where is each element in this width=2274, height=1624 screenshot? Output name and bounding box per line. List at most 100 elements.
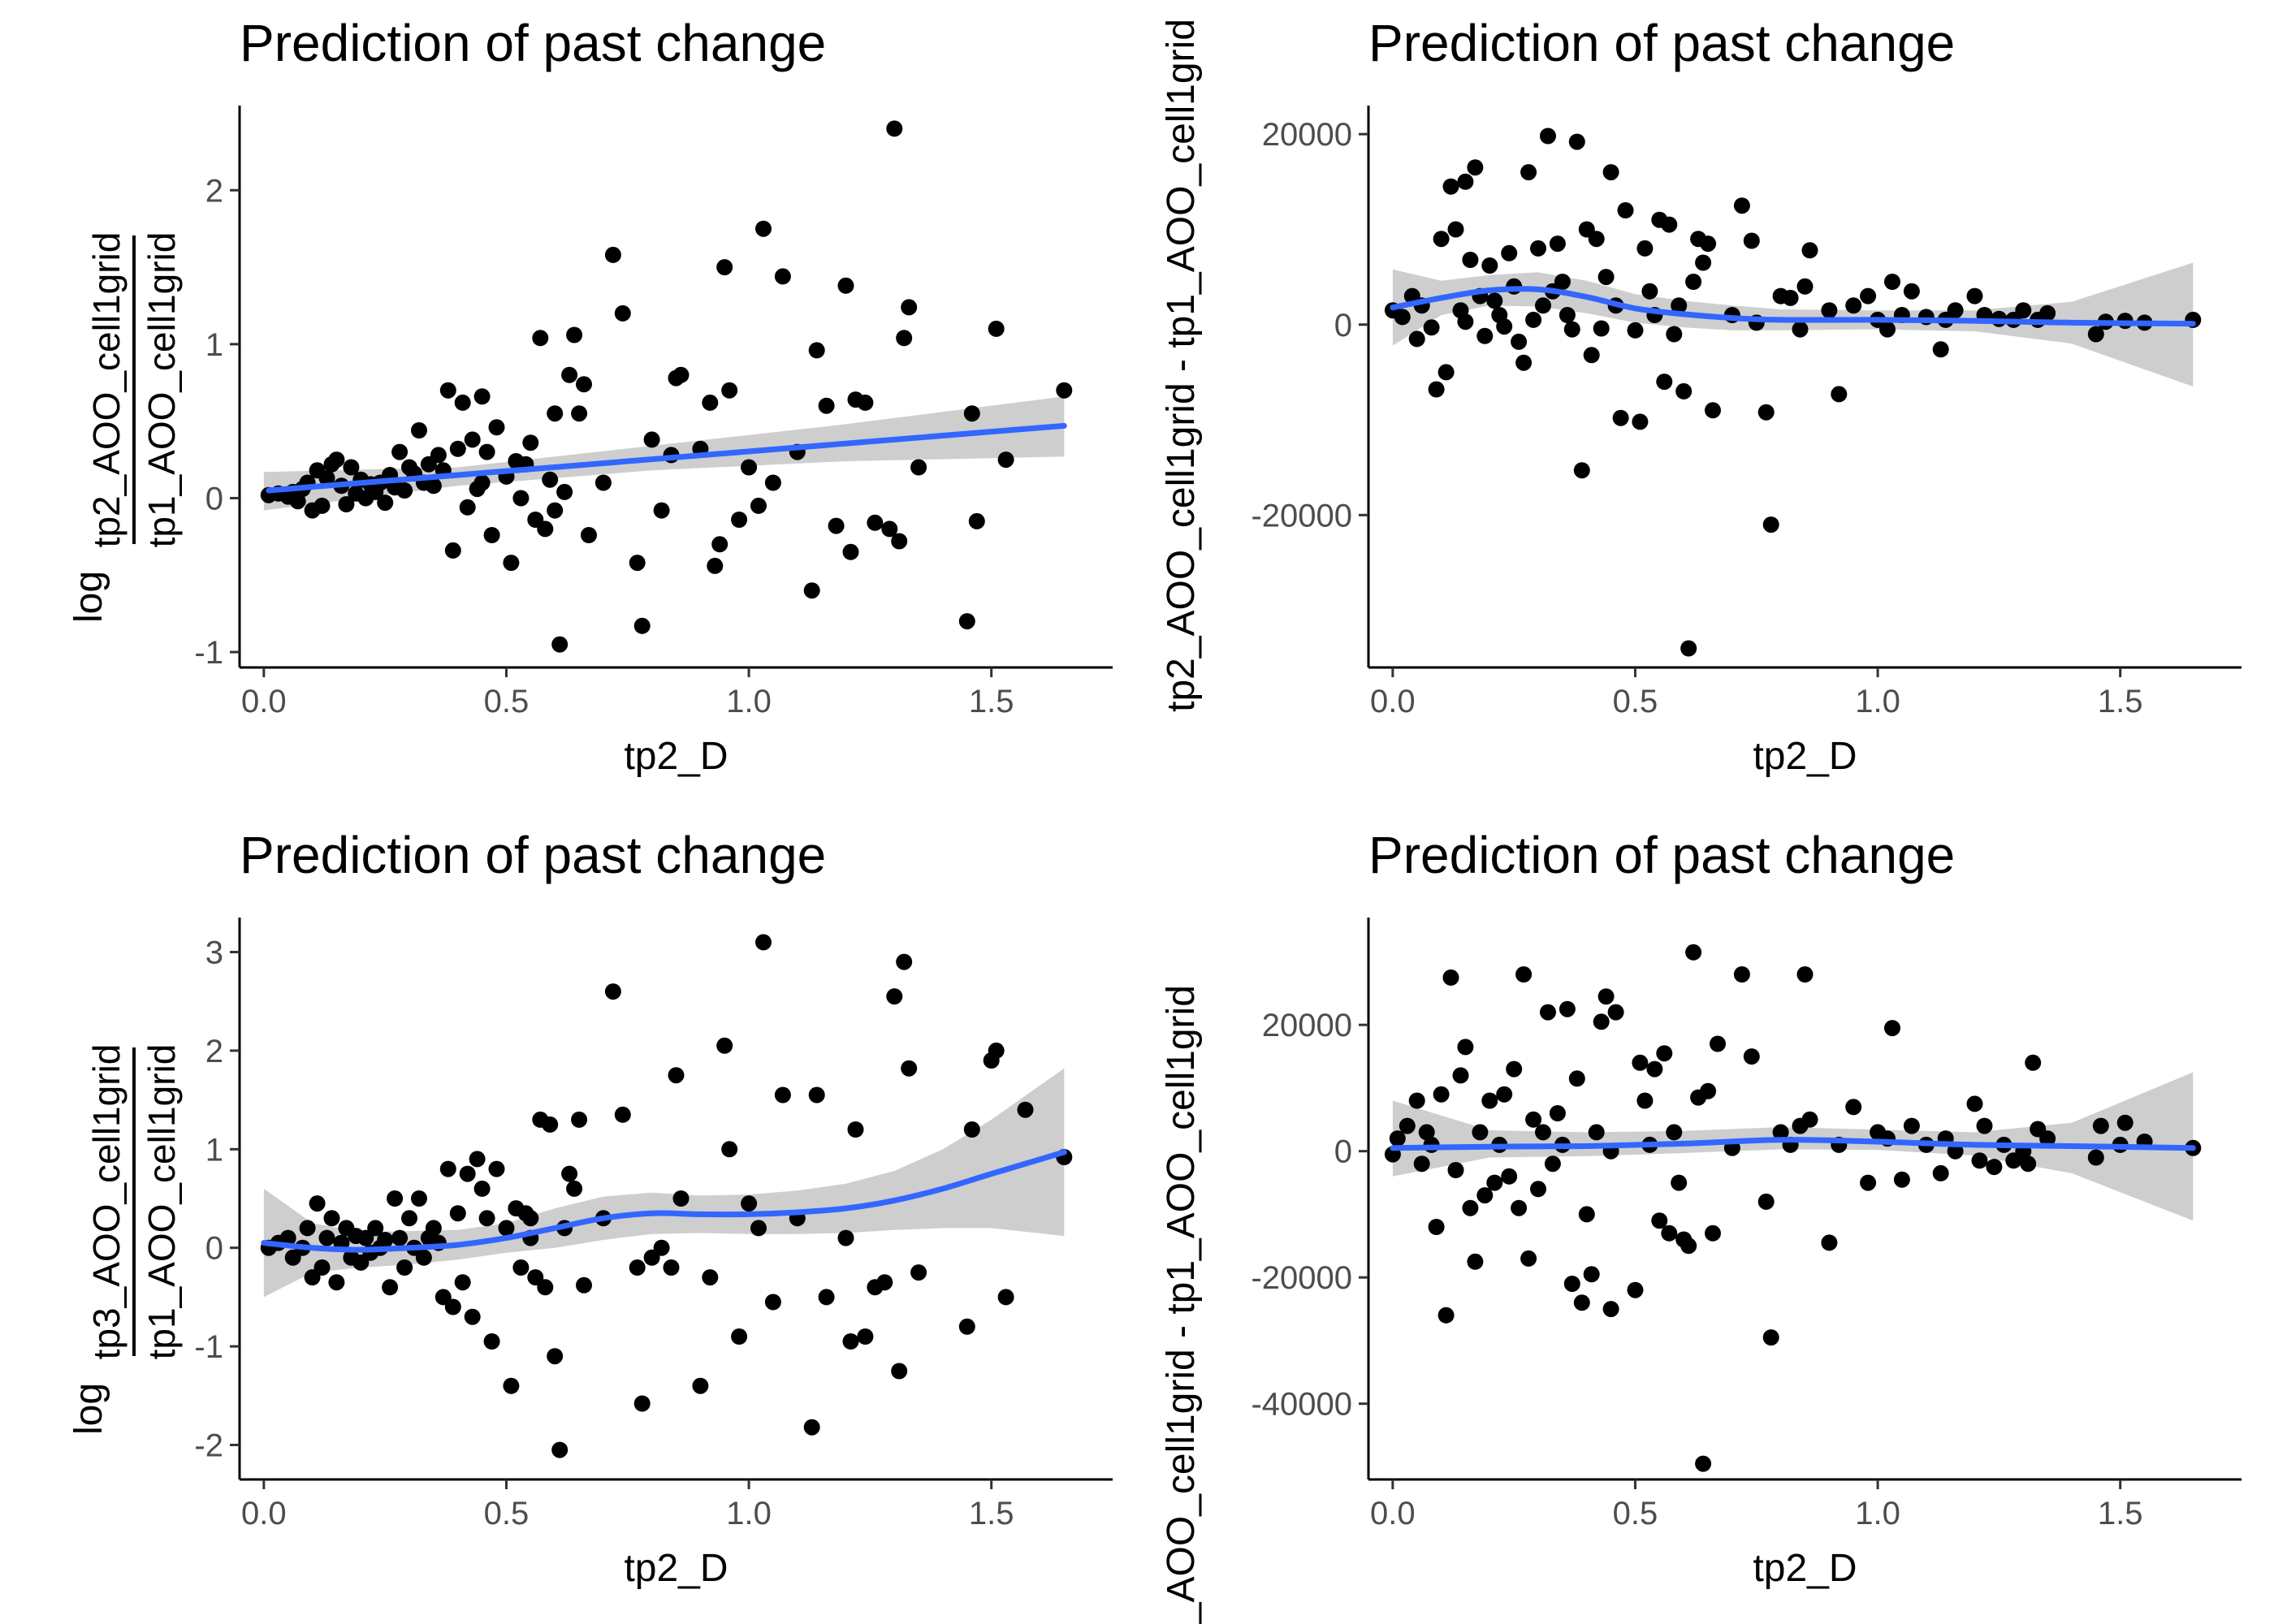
data-point [473, 1180, 491, 1197]
data-point [910, 459, 927, 476]
data-point [1757, 1193, 1775, 1210]
y-label-numerator: tp3_AOO_cell1grid [85, 1044, 128, 1360]
data-point [1695, 1455, 1712, 1472]
x-tick-label: 0.5 [484, 684, 530, 719]
data-point [901, 1060, 918, 1077]
data-point [576, 1276, 592, 1294]
data-point [309, 1195, 326, 1212]
data-point [1796, 278, 1814, 295]
data-point [1646, 1060, 1663, 1078]
y-tick-label: -2 [194, 1428, 223, 1464]
data-point [1627, 322, 1644, 339]
data-point [551, 636, 568, 653]
data-point [1588, 231, 1605, 248]
data-point [1457, 1039, 1474, 1056]
data-point [318, 469, 335, 486]
smooth-line [1390, 286, 2196, 327]
y-tick-label: 20000 [1262, 117, 1352, 153]
data-point [1418, 1124, 1435, 1141]
data-point [444, 542, 461, 559]
data-point [318, 1229, 335, 1246]
data-point [1535, 297, 1551, 314]
data-point [808, 1086, 825, 1104]
data-point [473, 474, 491, 491]
data-point [707, 557, 724, 574]
data-point [653, 1239, 670, 1256]
data-point [1515, 354, 1533, 371]
data-point [963, 1121, 980, 1138]
smooth-line [266, 422, 1067, 494]
data-point [653, 502, 670, 519]
data-point [1947, 302, 1964, 319]
data-point [396, 482, 413, 499]
data-point [1884, 1020, 1900, 1037]
data-point [571, 405, 588, 422]
data-point [1860, 1174, 1877, 1191]
data-point [488, 419, 505, 436]
y-tick-label: 0 [205, 481, 223, 516]
y-tick-label: -1 [194, 1329, 223, 1365]
data-point [1695, 254, 1712, 271]
x-tick-label: 0.0 [1370, 1496, 1416, 1531]
data-point [818, 397, 835, 414]
x-tick-label: 1.5 [2098, 1496, 2143, 1531]
data-point [633, 1395, 651, 1412]
x-axis-label: tp2_D [624, 1547, 728, 1590]
data-point [1389, 1130, 1406, 1147]
data-point [1583, 1266, 1600, 1283]
y-label-denominator: tp1_AOO_cell1grid [141, 232, 183, 548]
data-point [1700, 1082, 1717, 1099]
data-point [1554, 274, 1571, 290]
data-point [842, 543, 859, 560]
data-point [741, 1195, 758, 1212]
data-point [343, 459, 360, 476]
data-point [411, 422, 427, 438]
data-point [594, 474, 612, 491]
data-point [449, 440, 466, 457]
data-point [1903, 1117, 1920, 1134]
data-point [1433, 231, 1450, 248]
smooth-line [1390, 1137, 2196, 1151]
data-point [377, 1232, 394, 1248]
data-point [672, 366, 690, 383]
data-point [1583, 347, 1600, 364]
data-point [837, 1229, 854, 1246]
data-point [1525, 311, 1542, 328]
data-point [512, 490, 530, 507]
data-point [958, 613, 975, 630]
data-point [774, 1086, 791, 1104]
y-tick-label: 20000 [1262, 1008, 1352, 1043]
data-point [1782, 289, 1799, 306]
y-tick-label: 0 [1334, 1134, 1352, 1170]
data-point [808, 342, 825, 359]
data-point [382, 1279, 399, 1296]
data-point [1462, 252, 1479, 268]
x-tick-label: 0.0 [241, 684, 287, 719]
data-point [537, 520, 554, 538]
data-point [1447, 1162, 1464, 1178]
data-point [604, 983, 621, 1000]
data-point [1515, 966, 1533, 983]
data-point [1762, 1329, 1779, 1346]
data-point [547, 502, 564, 519]
data-point [2039, 1130, 2056, 1147]
data-point [1666, 1124, 1683, 1141]
data-point [1593, 1013, 1610, 1030]
data-point [1520, 164, 1537, 181]
data-point [755, 934, 772, 951]
data-point [556, 483, 573, 500]
data-point [1821, 1234, 1838, 1251]
x-tick-label: 1.5 [2098, 684, 2143, 719]
x-tick-label: 1.0 [1855, 1496, 1900, 1531]
data-point [488, 1160, 505, 1177]
data-point [1801, 242, 1818, 259]
data-point [1520, 1250, 1537, 1267]
data-point [857, 1328, 874, 1345]
data-point [1685, 944, 1702, 961]
data-point [750, 497, 767, 514]
data-point [483, 1333, 500, 1350]
data-point [755, 220, 772, 237]
data-point [716, 1037, 733, 1054]
chart-title: Prediction of past change [1368, 14, 1955, 72]
